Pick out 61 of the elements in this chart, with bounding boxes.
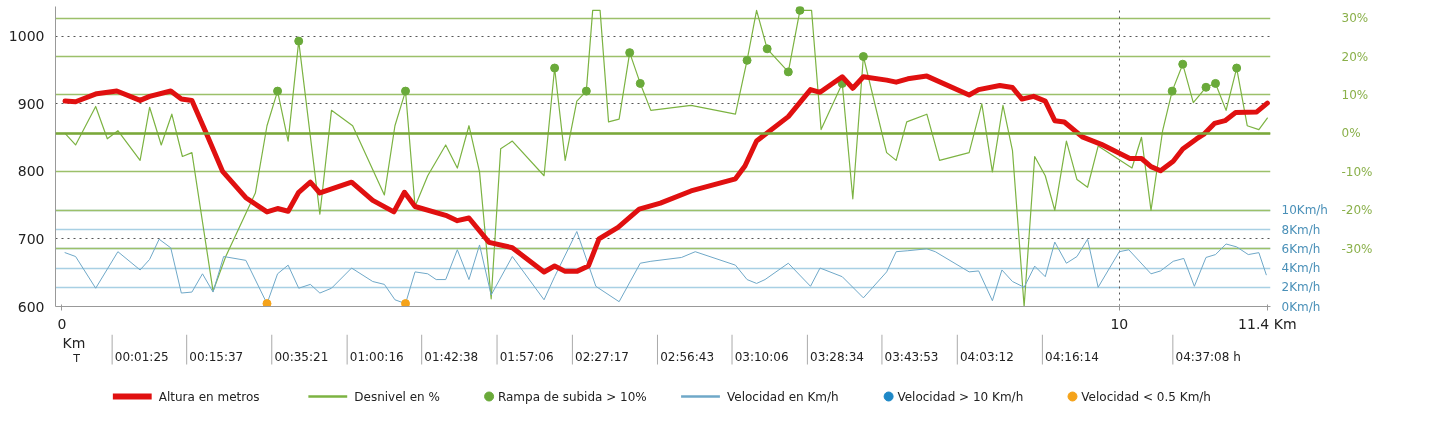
text: 02:56:43 — [660, 349, 715, 364]
point — [783, 67, 793, 77]
y-tick-label: 1000 — [8, 28, 45, 45]
point — [550, 63, 560, 73]
legend-label: Velocidad en Km/h — [726, 389, 839, 404]
point — [635, 78, 645, 88]
text: 03:43:53 — [884, 349, 939, 364]
y3-tick-label: 8Km/h — [1281, 222, 1321, 237]
y3-tick-label: 0Km/h — [1281, 299, 1321, 314]
legend-label: Rampa de subida > 10% — [497, 389, 647, 404]
legend-label: Altura en metros — [158, 389, 260, 404]
y2-tick-label: 0% — [1341, 126, 1361, 141]
y-tick-label: 900 — [17, 95, 45, 112]
text: 03:28:34 — [810, 349, 864, 364]
point — [742, 55, 752, 65]
text: 04:16:14 — [1045, 349, 1099, 364]
x-tick-label: 11.4 Km — [1238, 315, 1297, 332]
y2-tick-label: 30% — [1341, 11, 1369, 26]
point — [1178, 59, 1188, 69]
point — [1167, 86, 1177, 96]
text: 01:42:38 — [424, 349, 479, 364]
y-tick-label: 800 — [17, 163, 45, 180]
text: 02:27:17 — [575, 349, 629, 364]
y2-tick-label: 20% — [1341, 49, 1369, 64]
point — [858, 52, 868, 61]
text: 04:37:08 h — [1175, 349, 1241, 364]
text: Km — [62, 334, 86, 351]
legend-label: Velocidad > 10 Km/h — [897, 389, 1024, 404]
x-tick-label: 0 — [57, 315, 67, 332]
point — [795, 6, 805, 15]
point — [401, 86, 411, 96]
y-tick-label: 700 — [17, 230, 45, 247]
point — [581, 86, 591, 96]
y2-tick-label: -20% — [1341, 203, 1373, 218]
y2-tick-label: -10% — [1341, 164, 1373, 179]
y-tick-label: 600 — [17, 298, 45, 315]
legend-label: Desnivel en % — [354, 389, 440, 404]
text: 03:10:06 — [734, 349, 789, 364]
y3-tick-label: 4Km/h — [1281, 261, 1321, 276]
y3-tick-label: 10Km/h — [1281, 203, 1328, 218]
point — [273, 86, 283, 96]
legend-label: Velocidad < 0.5 Km/h — [1081, 389, 1211, 404]
text: 01:00:16 — [349, 349, 404, 364]
y2-tick-label: -30% — [1341, 241, 1373, 256]
y2-tick-label: 10% — [1341, 87, 1369, 102]
text: 00:35:21 — [274, 349, 329, 364]
point — [1211, 78, 1221, 88]
point — [1232, 63, 1242, 73]
text: 00:01:25 — [114, 349, 169, 364]
point — [1201, 82, 1211, 92]
point — [762, 44, 772, 54]
text: 04:03:12 — [959, 349, 1014, 364]
x-tick-label: 10 — [1110, 315, 1129, 332]
line-series — [64, 231, 1267, 305]
point — [625, 48, 635, 58]
y3-tick-label: 6Km/h — [1281, 241, 1321, 256]
text: 01:57:06 — [499, 349, 554, 364]
text: 00:15:37 — [189, 349, 244, 364]
text: T — [72, 352, 81, 365]
y3-tick-label: 2Km/h — [1281, 280, 1321, 295]
point — [294, 36, 304, 46]
